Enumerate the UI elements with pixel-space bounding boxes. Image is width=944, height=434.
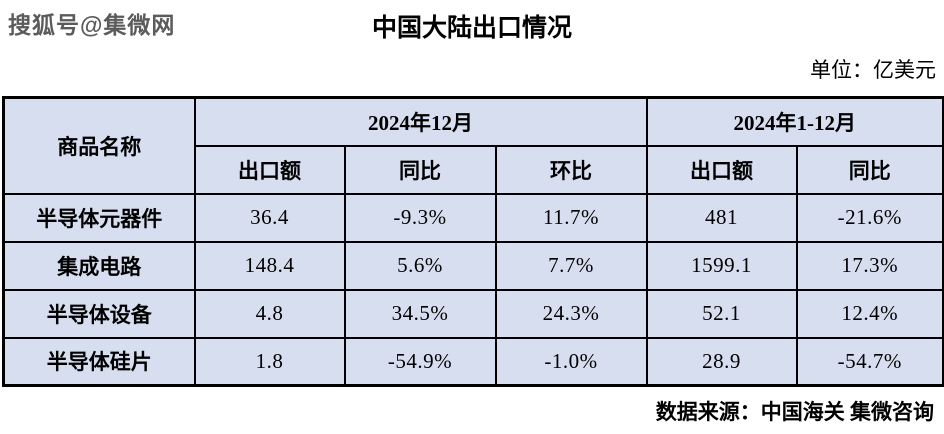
unit-label: 单位：亿美元 xyxy=(810,58,936,82)
col-group-2024-dec: 2024年12月 xyxy=(193,96,648,147)
cell-dec-export-value: 148.4 xyxy=(193,240,346,291)
cell-dec-mom: 7.7% xyxy=(494,240,648,291)
row-label: 半导体设备 xyxy=(2,288,196,339)
cell-dec-yoy: -9.3% xyxy=(343,192,497,243)
cell-dec-mom: -1.0% xyxy=(494,336,648,387)
table-row-integrated-circuits: 集成电路 148.4 5.6% 7.7% 1599.1 17.3% xyxy=(2,240,944,291)
row-label: 半导体元器件 xyxy=(2,192,196,243)
col-header-product-name: 商品名称 xyxy=(2,96,196,195)
cell-dec-yoy: -54.9% xyxy=(343,336,497,387)
cell-dec-export-value: 36.4 xyxy=(193,192,346,243)
sohu-watermark: 搜狐号@集微网 xyxy=(8,12,176,38)
col-header-dec-yoy: 同比 xyxy=(343,144,497,195)
cell-dec-yoy: 5.6% xyxy=(343,240,497,291)
cell-year-yoy: 12.4% xyxy=(795,288,944,339)
col-header-year-yoy: 同比 xyxy=(795,144,944,195)
cell-dec-yoy: 34.5% xyxy=(343,288,497,339)
page-title: 中国大陆出口情况 xyxy=(371,15,572,42)
col-group-2024-full-year: 2024年1-12月 xyxy=(645,96,944,147)
col-header-dec-export-value: 出口额 xyxy=(193,144,346,195)
cell-year-export-value: 52.1 xyxy=(645,288,798,339)
cell-dec-mom: 24.3% xyxy=(494,288,648,339)
cell-year-export-value: 1599.1 xyxy=(645,240,798,291)
cell-year-export-value: 28.9 xyxy=(645,336,798,387)
col-header-year-export-value: 出口额 xyxy=(645,144,798,195)
cell-dec-export-value: 4.8 xyxy=(193,288,346,339)
table-row-semiconductor-equipment: 半导体设备 4.8 34.5% 24.3% 52.1 12.4% xyxy=(2,288,944,339)
row-label: 集成电路 xyxy=(2,240,196,291)
table-row-semiconductor-components: 半导体元器件 36.4 -9.3% 11.7% 481 -21.6% xyxy=(2,192,944,243)
cell-year-yoy: -54.7% xyxy=(795,336,944,387)
col-header-dec-mom: 环比 xyxy=(494,144,648,195)
header-row-subcolumns: 出口额 同比 环比 出口额 同比 xyxy=(4,144,944,195)
cell-year-export-value: 481 xyxy=(645,192,798,243)
cell-dec-mom: 11.7% xyxy=(494,192,648,243)
cell-year-yoy: 17.3% xyxy=(795,240,944,291)
header-row-groups: 商品名称 2024年12月 2024年1-12月 xyxy=(2,96,944,195)
cell-year-yoy: -21.6% xyxy=(795,192,944,243)
data-source-note: 数据来源：中国海关 集微咨询 xyxy=(655,400,934,424)
table-row-semiconductor-wafers: 半导体硅片 1.8 -54.9% -1.0% 28.9 -54.7% xyxy=(2,336,944,387)
row-label: 半导体硅片 xyxy=(2,336,196,387)
cell-dec-export-value: 1.8 xyxy=(193,336,346,387)
export-data-table: 商品名称 2024年12月 2024年1-12月 出口额 同比 环比 出口额 同… xyxy=(2,96,944,387)
